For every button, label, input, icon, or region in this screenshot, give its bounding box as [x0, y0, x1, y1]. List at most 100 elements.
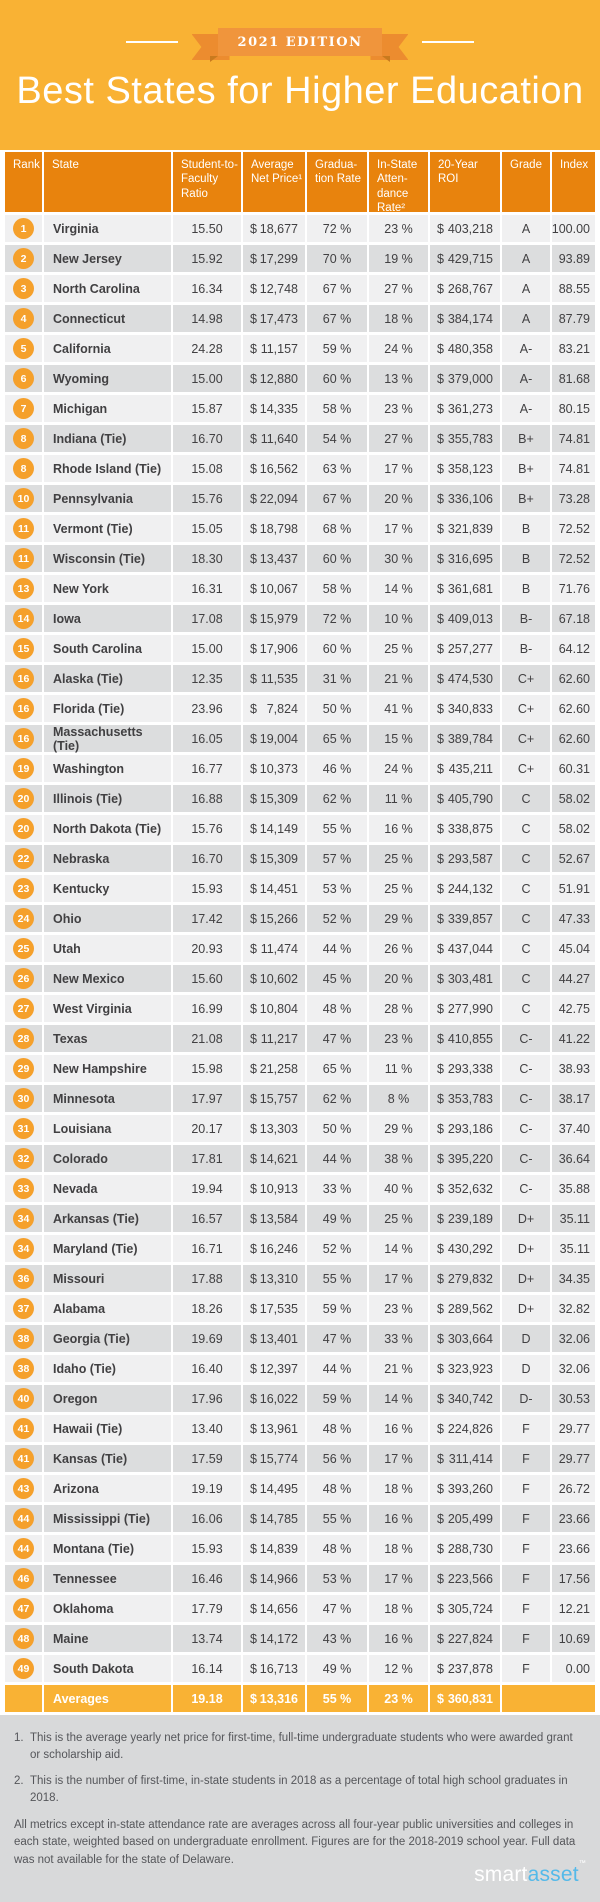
currency-symbol: $	[250, 1121, 257, 1136]
table-row: 20 North Dakota (Tie) 15.76 $14,149 55 %…	[5, 815, 595, 842]
amount: 339,857	[447, 911, 493, 926]
amount: 22,094	[259, 491, 298, 506]
rank-badge: 5	[13, 338, 34, 359]
index-cell: 100.00	[552, 215, 595, 242]
net-price-cell: $10,373	[243, 755, 305, 782]
net-price-cell: $16,562	[243, 455, 305, 482]
grade-cell: C	[502, 815, 550, 842]
index-cell: 71.76	[552, 575, 595, 602]
rank-cell-empty	[5, 1685, 42, 1712]
grad-rate-cell: 53 %	[307, 1565, 367, 1592]
index-cell: 29.77	[552, 1415, 595, 1442]
attendance-cell: 14 %	[369, 1235, 428, 1262]
roi-cell: $340,742	[430, 1385, 500, 1412]
index-cell: 83.21	[552, 335, 595, 362]
index-cell: 44.27	[552, 965, 595, 992]
state-cell: New York	[44, 575, 171, 602]
attendance-cell: 40 %	[369, 1175, 428, 1202]
index-cell: 67.18	[552, 605, 595, 632]
rank-cell: 11	[5, 545, 42, 572]
attendance-cell: 18 %	[369, 1595, 428, 1622]
grade-cell: C+	[502, 755, 550, 782]
state-cell: New Mexico	[44, 965, 171, 992]
attendance-cell: 14 %	[369, 575, 428, 602]
table-row: 43 Arizona 19.19 $14,495 48 % 18 % $393,…	[5, 1475, 595, 1502]
currency-symbol: $	[250, 1211, 257, 1226]
rank-cell: 30	[5, 1085, 42, 1112]
amount: 361,273	[447, 401, 493, 416]
net-price-cell: $11,640	[243, 425, 305, 452]
roi-cell: $361,273	[430, 395, 500, 422]
amount: 12,748	[259, 281, 298, 296]
amount: 288,730	[447, 1541, 493, 1556]
amount: 10,373	[259, 761, 298, 776]
index-cell: 81.68	[552, 365, 595, 392]
grad-rate-cell: 72 %	[307, 215, 367, 242]
grad-rate-cell: 53 %	[307, 875, 367, 902]
rank-cell: 4	[5, 305, 42, 332]
grad-rate-cell: 49 %	[307, 1205, 367, 1232]
currency-symbol: $	[250, 1091, 257, 1106]
net-price-cell: $14,966	[243, 1565, 305, 1592]
grade-cell: F	[502, 1655, 550, 1682]
currency-symbol: $	[250, 1631, 257, 1646]
currency-symbol: $	[437, 641, 444, 656]
currency-symbol: $	[437, 1661, 444, 1676]
state-cell: Texas	[44, 1025, 171, 1052]
grad-rate-cell: 58 %	[307, 395, 367, 422]
col-rank: Rank	[5, 152, 42, 212]
rank-cell: 38	[5, 1325, 42, 1352]
rank-cell: 34	[5, 1235, 42, 1262]
rank-badge: 44	[13, 1508, 34, 1529]
grade-cell: A-	[502, 335, 550, 362]
ribbon-line-right	[422, 41, 475, 43]
index-cell: 60.31	[552, 755, 595, 782]
grad-rate-cell: 68 %	[307, 515, 367, 542]
currency-symbol: $	[437, 671, 444, 686]
grade-cell: C-	[502, 1025, 550, 1052]
footnote-text: This is the number of first-time, in-sta…	[30, 1774, 568, 1804]
table-row: 11 Vermont (Tie) 15.05 $18,798 68 % 17 %…	[5, 515, 595, 542]
grad-rate-cell: 58 %	[307, 575, 367, 602]
grad-rate-cell: 52 %	[307, 905, 367, 932]
currency-symbol: $	[250, 671, 257, 686]
roi-cell: $244,132	[430, 875, 500, 902]
amount: 11,157	[260, 341, 298, 356]
roi-cell: $430,292	[430, 1235, 500, 1262]
grade-cell: C-	[502, 1115, 550, 1142]
attendance-cell: 20 %	[369, 485, 428, 512]
table-row: 1 Virginia 15.50 $18,677 72 % 23 % $403,…	[5, 215, 595, 242]
amount: 257,277	[447, 641, 493, 656]
net-price-cell: $17,906	[243, 635, 305, 662]
currency-symbol: $	[250, 1181, 257, 1196]
rank-badge: 29	[13, 1058, 34, 1079]
amount: 21,258	[259, 1061, 298, 1076]
amount: 18,798	[259, 521, 298, 536]
col-graduation-rate: Gradua-tion Rate	[307, 152, 367, 212]
table-row: 26 New Mexico 15.60 $10,602 45 % 20 % $3…	[5, 965, 595, 992]
index-cell: 74.81	[552, 455, 595, 482]
grade-cell: F	[502, 1445, 550, 1472]
attendance-cell: 17 %	[369, 515, 428, 542]
state-cell: Wyoming	[44, 365, 171, 392]
attendance-cell: 28 %	[369, 995, 428, 1022]
rank-badge: 20	[13, 788, 34, 809]
currency-symbol: $	[437, 461, 444, 476]
roi-cell: $405,790	[430, 785, 500, 812]
amount: 16,246	[259, 1241, 298, 1256]
rank-badge: 25	[13, 938, 34, 959]
ratio-cell: 16.46	[173, 1565, 241, 1592]
rank-badge: 20	[13, 818, 34, 839]
ratio-cell: 19.69	[173, 1325, 241, 1352]
roi-cell: $353,783	[430, 1085, 500, 1112]
ratio-cell: 16.71	[173, 1235, 241, 1262]
net-price-cell: $22,094	[243, 485, 305, 512]
currency-symbol: $	[250, 371, 257, 386]
rank-cell: 14	[5, 605, 42, 632]
table-row: 44 Montana (Tie) 15.93 $14,839 48 % 18 %…	[5, 1535, 595, 1562]
index-cell: 32.82	[552, 1295, 595, 1322]
grad-rate-cell: 47 %	[307, 1025, 367, 1052]
index-cell: 26.72	[552, 1475, 595, 1502]
grad-rate-cell: 48 %	[307, 1475, 367, 1502]
ratio-cell: 15.00	[173, 365, 241, 392]
